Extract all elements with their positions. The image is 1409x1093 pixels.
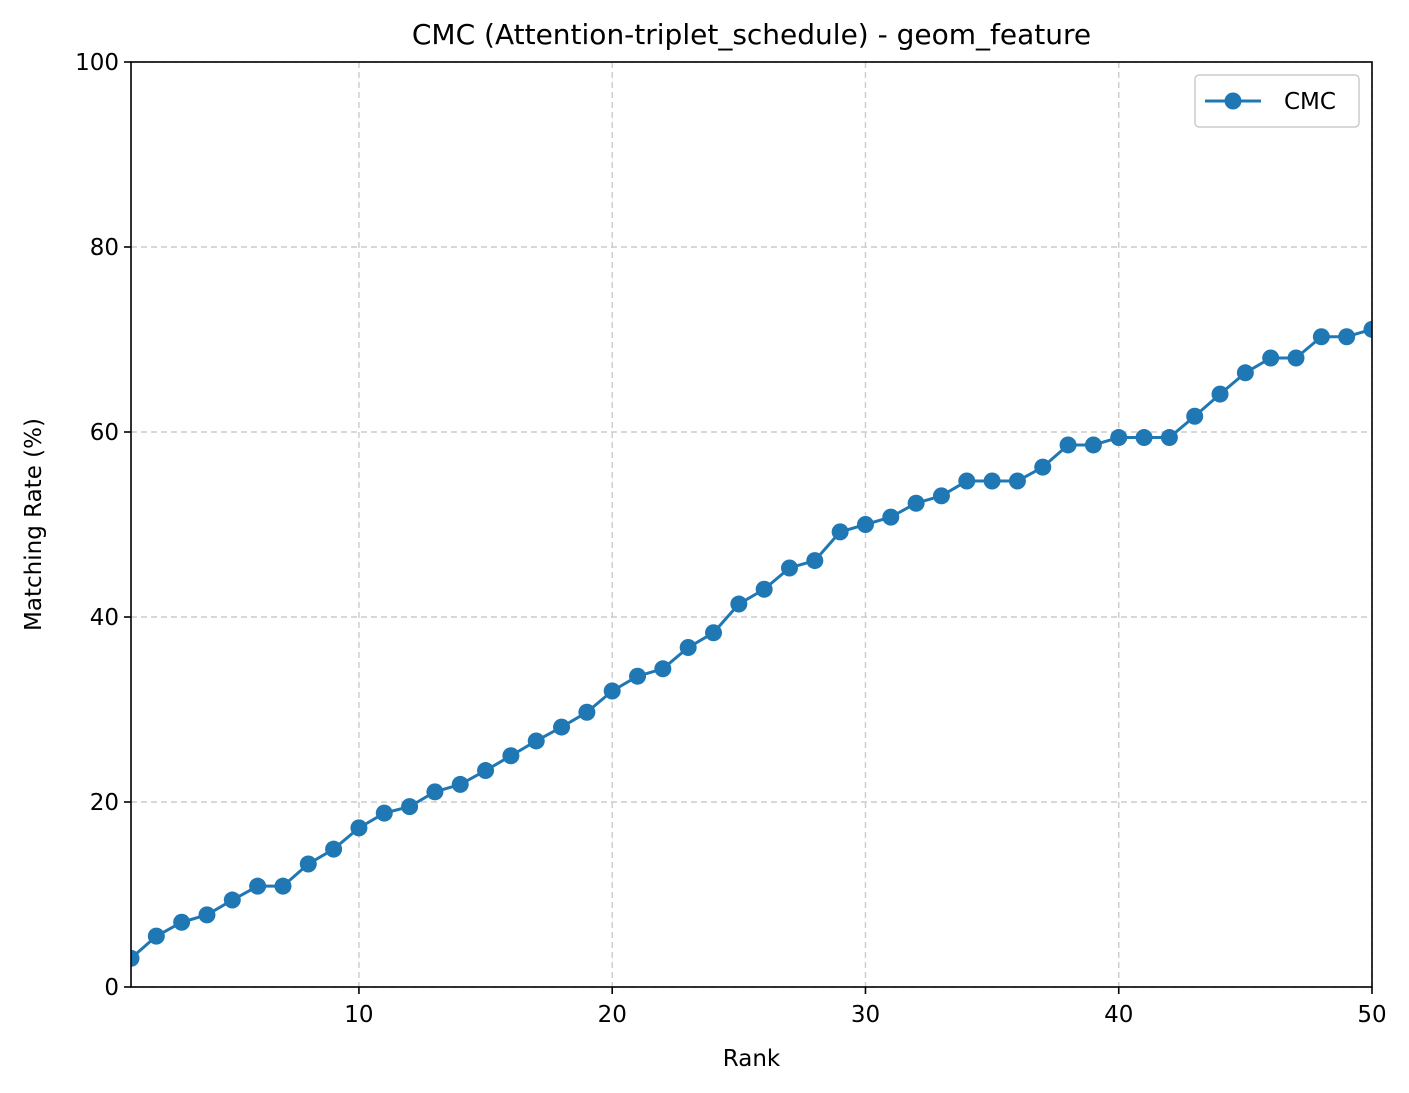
- data-point-rank-32: [907, 494, 925, 512]
- data-point-rank-29: [831, 523, 849, 541]
- data-point-rank-24: [705, 624, 723, 642]
- data-point-rank-1: [131, 949, 140, 967]
- data-point-rank-10: [350, 819, 368, 837]
- data-point-rank-18: [553, 718, 571, 736]
- series-layer: [131, 320, 1372, 967]
- y-tick-label-20: 20: [90, 790, 119, 816]
- data-point-rank-34: [958, 472, 976, 490]
- axes: [130, 61, 1373, 988]
- legend-box: [1194, 74, 1360, 128]
- data-point-rank-37: [1034, 458, 1052, 476]
- plot-frame: [130, 61, 1373, 988]
- x-tick-label-10: 10: [344, 1002, 373, 1028]
- x-tick-label-20: 20: [598, 1002, 627, 1028]
- data-point-rank-45: [1236, 364, 1254, 382]
- data-point-rank-2: [147, 927, 165, 945]
- data-point-rank-9: [325, 840, 343, 858]
- data-point-rank-11: [375, 804, 393, 822]
- data-point-rank-19: [578, 703, 596, 721]
- data-point-rank-23: [679, 639, 697, 657]
- legend-label: CMC: [1284, 89, 1336, 115]
- ticks: 10 20 30 40 50 0 20 40 60 80 100: [75, 50, 1387, 1028]
- x-tick-label-30: 30: [851, 1002, 880, 1028]
- data-point-rank-47: [1287, 349, 1305, 367]
- x-axis-title: Rank: [723, 1046, 781, 1072]
- data-point-rank-40: [1110, 429, 1128, 447]
- data-point-rank-44: [1211, 385, 1229, 403]
- data-point-rank-3: [173, 913, 191, 931]
- data-point-rank-41: [1135, 429, 1153, 447]
- y-tick-label-80: 80: [90, 235, 119, 261]
- data-point-rank-22: [654, 660, 672, 678]
- data-point-rank-43: [1186, 407, 1204, 425]
- data-point-rank-13: [426, 783, 444, 801]
- data-point-rank-8: [299, 855, 317, 873]
- series-clipped-group: [131, 320, 1372, 967]
- data-point-rank-28: [806, 552, 824, 570]
- data-point-rank-6: [249, 877, 267, 895]
- data-point-rank-26: [755, 580, 773, 598]
- data-point-rank-17: [527, 732, 545, 750]
- data-point-rank-7: [274, 877, 292, 895]
- y-tick-label-0: 0: [104, 975, 119, 1001]
- legend-marker-swatch: [1224, 92, 1242, 110]
- chart-title: CMC (Attention-triplet_schedule) - geom_…: [412, 18, 1091, 51]
- data-point-rank-12: [401, 798, 419, 816]
- data-point-rank-46: [1262, 349, 1280, 367]
- data-point-rank-31: [882, 508, 900, 526]
- data-point-rank-50: [1363, 320, 1372, 338]
- data-point-rank-35: [983, 472, 1001, 490]
- data-point-rank-49: [1338, 328, 1356, 346]
- data-point-rank-20: [603, 682, 621, 700]
- data-point-rank-33: [932, 487, 950, 505]
- data-point-rank-16: [502, 747, 520, 765]
- y-axis-title: Matching Rate (%): [21, 418, 47, 631]
- y-tick-label-60: 60: [90, 420, 119, 446]
- x-tick-label-40: 40: [1104, 1002, 1133, 1028]
- data-point-rank-38: [1059, 436, 1077, 454]
- data-point-rank-5: [223, 891, 241, 909]
- data-point-rank-21: [629, 667, 647, 685]
- data-point-rank-48: [1312, 328, 1330, 346]
- data-point-rank-4: [198, 906, 216, 924]
- y-tick-label-100: 100: [75, 50, 119, 76]
- y-tick-label-40: 40: [90, 605, 119, 631]
- data-point-rank-27: [780, 559, 798, 577]
- data-point-rank-30: [856, 516, 874, 533]
- data-point-rank-42: [1160, 429, 1178, 447]
- data-point-rank-36: [1008, 472, 1026, 490]
- data-point-rank-15: [477, 762, 495, 780]
- legend: CMC: [1194, 74, 1360, 128]
- data-point-rank-25: [730, 595, 748, 613]
- data-point-rank-39: [1084, 436, 1102, 454]
- x-tick-label-50: 50: [1357, 1002, 1386, 1028]
- data-point-rank-14: [451, 775, 469, 793]
